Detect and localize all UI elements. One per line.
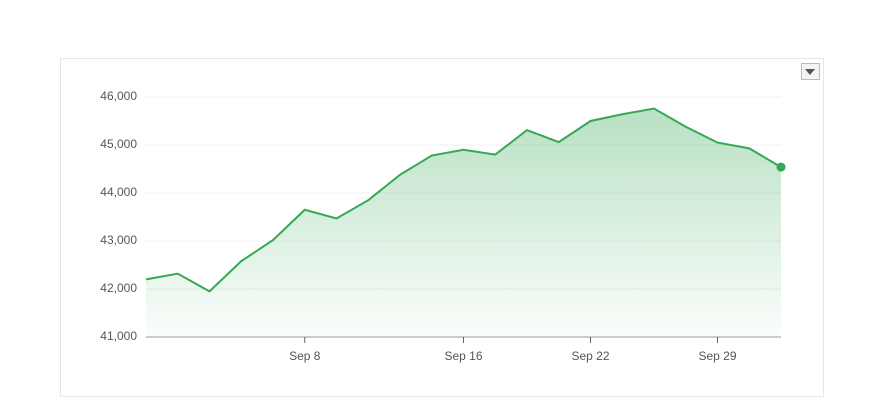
last-point [776,162,786,172]
y-tick-label: 44,000 [100,185,137,199]
y-tick-label: 43,000 [100,233,137,247]
y-tick-label: 45,000 [100,137,137,151]
x-tick-label: Sep 29 [698,349,736,363]
menu-button-arrow[interactable] [805,69,815,75]
x-tick-label: Sep 8 [289,349,321,363]
y-tick-label: 46,000 [100,89,137,103]
x-tick-label: Sep 16 [444,349,482,363]
y-tick-label: 41,000 [100,329,137,343]
area-fill [146,108,781,338]
x-tick-label: Sep 22 [571,349,609,363]
line [145,107,782,293]
y-tick-label: 42,000 [100,281,137,295]
menu-button[interactable] [801,63,820,80]
